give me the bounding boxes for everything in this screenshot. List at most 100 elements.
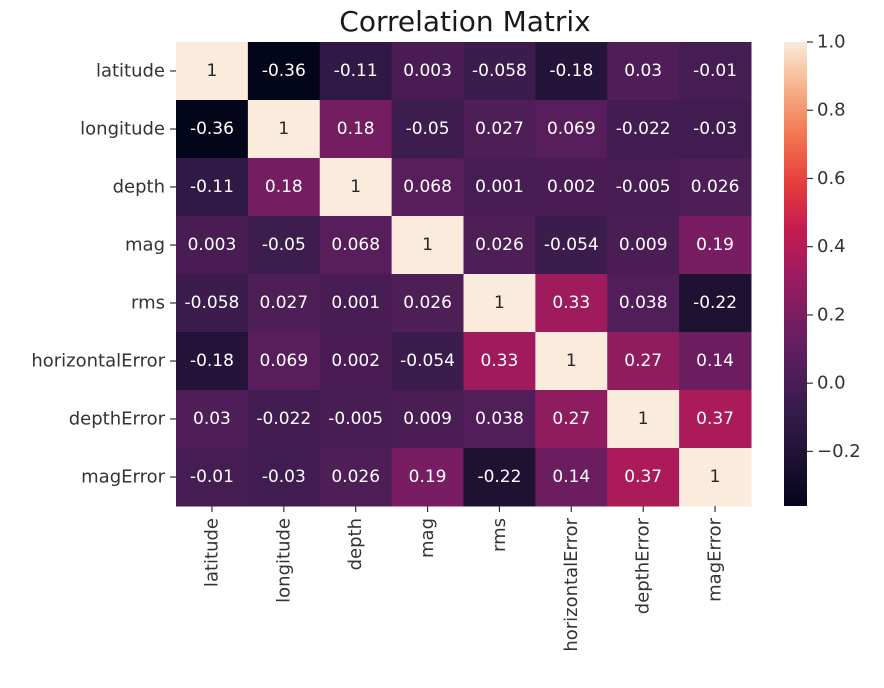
heatmap-cell <box>247 100 321 159</box>
cell-value-label: -0.005 <box>328 409 383 429</box>
heatmap-cell <box>247 158 321 217</box>
cell-value-label: -0.022 <box>256 409 311 429</box>
heatmap-cell <box>679 100 752 159</box>
cell-value-label: -0.058 <box>185 293 240 313</box>
cell-value-label: -0.05 <box>406 119 450 139</box>
cell-value-label: 0.37 <box>696 409 734 429</box>
colorbar-tick-label: 1.0 <box>817 32 846 53</box>
heatmap-cell <box>679 332 752 391</box>
heatmap-cell <box>176 42 249 101</box>
cell-value-label: -0.22 <box>693 293 737 313</box>
cell-value-label: 0.027 <box>475 119 524 139</box>
heatmap-cell <box>535 274 608 333</box>
heatmap-cell <box>463 448 536 507</box>
cell-value-label: 0.026 <box>691 177 740 197</box>
heatmap-cell <box>535 216 608 275</box>
cell-value-label: 0.19 <box>409 467 447 487</box>
cell-value-label: 0.026 <box>331 467 380 487</box>
cell-value-label: -0.36 <box>190 119 234 139</box>
x-tick-label: horizontalError <box>561 517 582 651</box>
heatmap-cell <box>679 274 752 333</box>
heatmap-cell <box>391 42 464 101</box>
heatmap-cell <box>391 332 464 391</box>
heatmap-cell <box>176 100 249 159</box>
heatmap-cell <box>319 100 393 159</box>
cell-value-label: 0.009 <box>403 409 452 429</box>
heatmap-cell <box>176 216 249 275</box>
y-tick-label: depthError <box>69 409 166 430</box>
heatmap-cell <box>607 100 680 159</box>
cell-value-label: -0.01 <box>190 467 234 487</box>
heatmap-cell <box>679 158 752 217</box>
x-tick-label: longitude <box>273 518 294 603</box>
cell-value-label: -0.03 <box>262 467 306 487</box>
heatmap-cell <box>607 42 680 101</box>
cell-value-label: 0.069 <box>259 351 308 371</box>
heatmap-cell <box>463 216 536 275</box>
cell-value-label: 0.37 <box>624 467 662 487</box>
cell-value-label: 1 <box>422 235 433 255</box>
heatmap-cell <box>607 448 680 507</box>
cell-value-label: 0.14 <box>696 351 734 371</box>
y-tick-label: rms <box>131 293 165 314</box>
heatmap-cell <box>247 448 321 507</box>
cell-value-label: 0.27 <box>552 409 590 429</box>
heatmap-cell <box>319 42 393 101</box>
heatmap-cell <box>247 216 321 275</box>
cell-value-label: 0.001 <box>331 293 380 313</box>
cell-value-label: 0.03 <box>193 409 231 429</box>
colorbar-tick-label: 0.6 <box>817 168 846 189</box>
cell-value-label: -0.05 <box>262 235 306 255</box>
heatmap-cell <box>319 158 393 217</box>
cell-value-label: 1 <box>710 467 721 487</box>
heatmap-cell <box>679 216 752 275</box>
heatmap-cell <box>463 158 536 217</box>
cell-value-label: -0.11 <box>334 61 378 81</box>
chart-title: Correlation Matrix <box>339 5 590 38</box>
x-tick-label: mag <box>417 518 438 558</box>
cell-value-label: 1 <box>207 61 218 81</box>
cell-value-label: -0.18 <box>549 61 593 81</box>
heatmap-cell <box>391 158 464 217</box>
heatmap-cell <box>463 100 536 159</box>
cell-value-label: 0.14 <box>552 467 590 487</box>
cell-value-label: 1 <box>494 293 505 313</box>
x-axis: latitude longitude depth mag rms horizontalEr… <box>201 506 726 652</box>
y-axis: latitude longitude depth mag rms horizontalEr… <box>31 61 176 488</box>
heatmap-grid: 1 -0.36 -0.11 0.003 -0.058 -0.18 0.03 -0.01 -0.3… <box>176 42 752 507</box>
colorbar-tick-label: 0.2 <box>817 304 846 325</box>
colorbar-tick-label: −0.2 <box>817 441 861 462</box>
heatmap-cell <box>247 42 321 101</box>
cell-value-label: 1 <box>278 119 289 139</box>
cell-value-label: -0.11 <box>190 177 234 197</box>
cell-value-label: 0.026 <box>475 235 524 255</box>
y-tick-label: longitude <box>80 119 165 140</box>
heatmap-cell <box>391 390 464 449</box>
cell-value-label: 0.003 <box>403 61 452 81</box>
heatmap-cell <box>247 390 321 449</box>
cell-value-label: 1 <box>350 177 361 197</box>
cell-value-label: 0.068 <box>403 177 452 197</box>
cell-value-label: 0.009 <box>619 235 668 255</box>
cell-value-label: 0.27 <box>624 351 662 371</box>
heatmap-cell <box>607 332 680 391</box>
heatmap-cell <box>463 42 536 101</box>
cell-value-label: -0.03 <box>693 119 737 139</box>
heatmap-cell <box>247 332 321 391</box>
cell-value-label: 0.002 <box>331 351 380 371</box>
heatmap-cell <box>607 216 680 275</box>
cell-value-label: -0.005 <box>616 177 671 197</box>
colorbar: 1.0 0.8 0.6 0.4 0.2 0.0 −0.2 <box>784 32 861 506</box>
cell-value-label: -0.36 <box>262 61 306 81</box>
heatmap-cell <box>319 274 393 333</box>
cell-value-label: 0.18 <box>337 119 375 139</box>
heatmap-cell <box>176 274 249 333</box>
heatmap-cell <box>535 100 608 159</box>
cell-value-label: 0.003 <box>188 235 237 255</box>
heatmap-cell <box>535 42 608 101</box>
cell-value-label: 0.068 <box>331 235 380 255</box>
cell-value-label: 0.33 <box>481 351 519 371</box>
y-tick-label: mag <box>125 235 165 256</box>
cell-value-label: 0.026 <box>403 293 452 313</box>
